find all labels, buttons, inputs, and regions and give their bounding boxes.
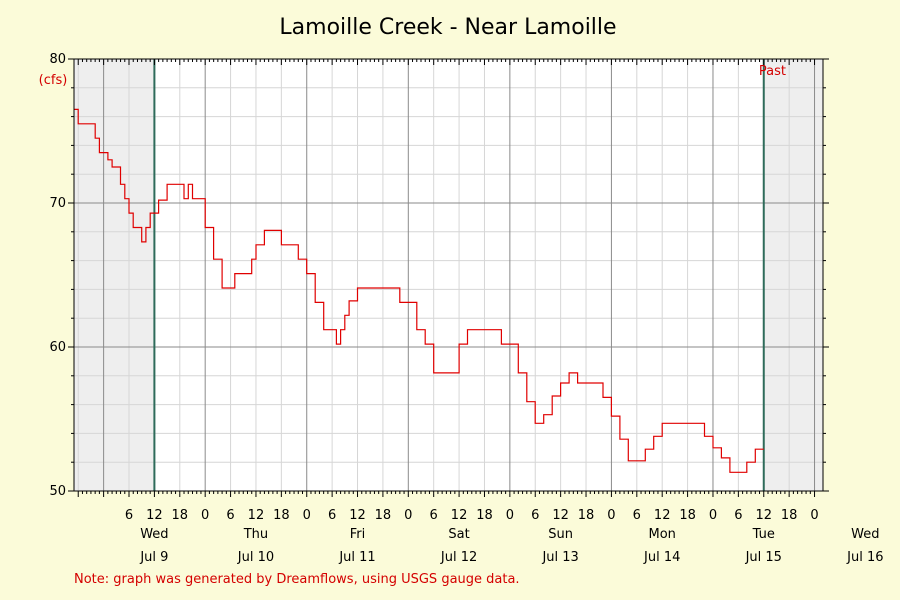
x-hour-label: 18 [781, 508, 798, 523]
x-hour-label: 6 [734, 508, 742, 523]
flow-series-line [74, 108, 764, 473]
y-tick-label: 80 [49, 52, 66, 67]
x-day-label: Tue [752, 527, 775, 542]
grid [74, 58, 823, 492]
x-hour-label: 6 [633, 508, 641, 523]
shaded-region-right [763, 59, 823, 491]
x-hour-label: 18 [273, 508, 290, 523]
x-hour-label: 6 [531, 508, 539, 523]
plot-background [74, 59, 823, 491]
x-date-label: Jul 10 [237, 550, 274, 565]
x-hour-label: 0 [303, 508, 311, 523]
plot-frame [73, 58, 824, 492]
x-date-label: Jul 12 [440, 550, 477, 565]
x-hour-label: 12 [451, 508, 468, 523]
x-hour-label: 18 [679, 508, 696, 523]
x-hour-label: 18 [578, 508, 595, 523]
x-hour-label: 6 [125, 508, 133, 523]
y-tick-label: 60 [49, 340, 66, 355]
x-date-label: Jul 15 [745, 550, 782, 565]
x-day-label: Sat [448, 527, 469, 542]
x-day-label: Fri [350, 527, 366, 542]
x-day-label: Wed [140, 527, 168, 542]
x-date-label: Jul 9 [139, 550, 168, 565]
x-hour-label: 6 [226, 508, 234, 523]
x-hour-label: 18 [172, 508, 189, 523]
plot-area [74, 59, 823, 491]
x-day-label: Wed [851, 527, 879, 542]
x-day-label: Thu [243, 527, 268, 542]
x-hour-label: 0 [506, 508, 514, 523]
x-hour-label: 12 [146, 508, 163, 523]
x-date-label: Jul 14 [643, 550, 680, 565]
y-tick-label: 50 [49, 484, 66, 499]
x-date-label: Jul 16 [846, 550, 883, 565]
x-hour-label: 12 [349, 508, 366, 523]
x-hour-label: 6 [430, 508, 438, 523]
x-hour-label: 12 [654, 508, 671, 523]
past-label: Past [759, 64, 786, 79]
x-hour-label: 18 [375, 508, 392, 523]
y-tick-label: 70 [49, 196, 66, 211]
x-date-label: Jul 13 [541, 550, 578, 565]
x-hour-label: 12 [552, 508, 569, 523]
x-hour-label: 12 [755, 508, 772, 523]
x-hour-label: 6 [328, 508, 336, 523]
x-hour-label: 0 [404, 508, 412, 523]
x-hour-label: 12 [248, 508, 265, 523]
x-hour-label: 0 [607, 508, 615, 523]
footnote: Note: graph was generated by Dreamflows,… [74, 572, 520, 587]
x-day-label: Mon [648, 527, 675, 542]
shaded-region-left [74, 59, 155, 491]
y-axis-unit: (cfs) [39, 73, 68, 88]
x-day-label: Sun [548, 527, 573, 542]
x-hour-label: 0 [201, 508, 209, 523]
series [74, 108, 764, 473]
chart-title: Lamoille Creek - Near Lamoille [279, 15, 616, 40]
x-hour-label: 0 [709, 508, 717, 523]
x-hour-label: 0 [810, 508, 818, 523]
x-hour-label: 18 [476, 508, 493, 523]
x-date-label: Jul 11 [338, 550, 375, 565]
